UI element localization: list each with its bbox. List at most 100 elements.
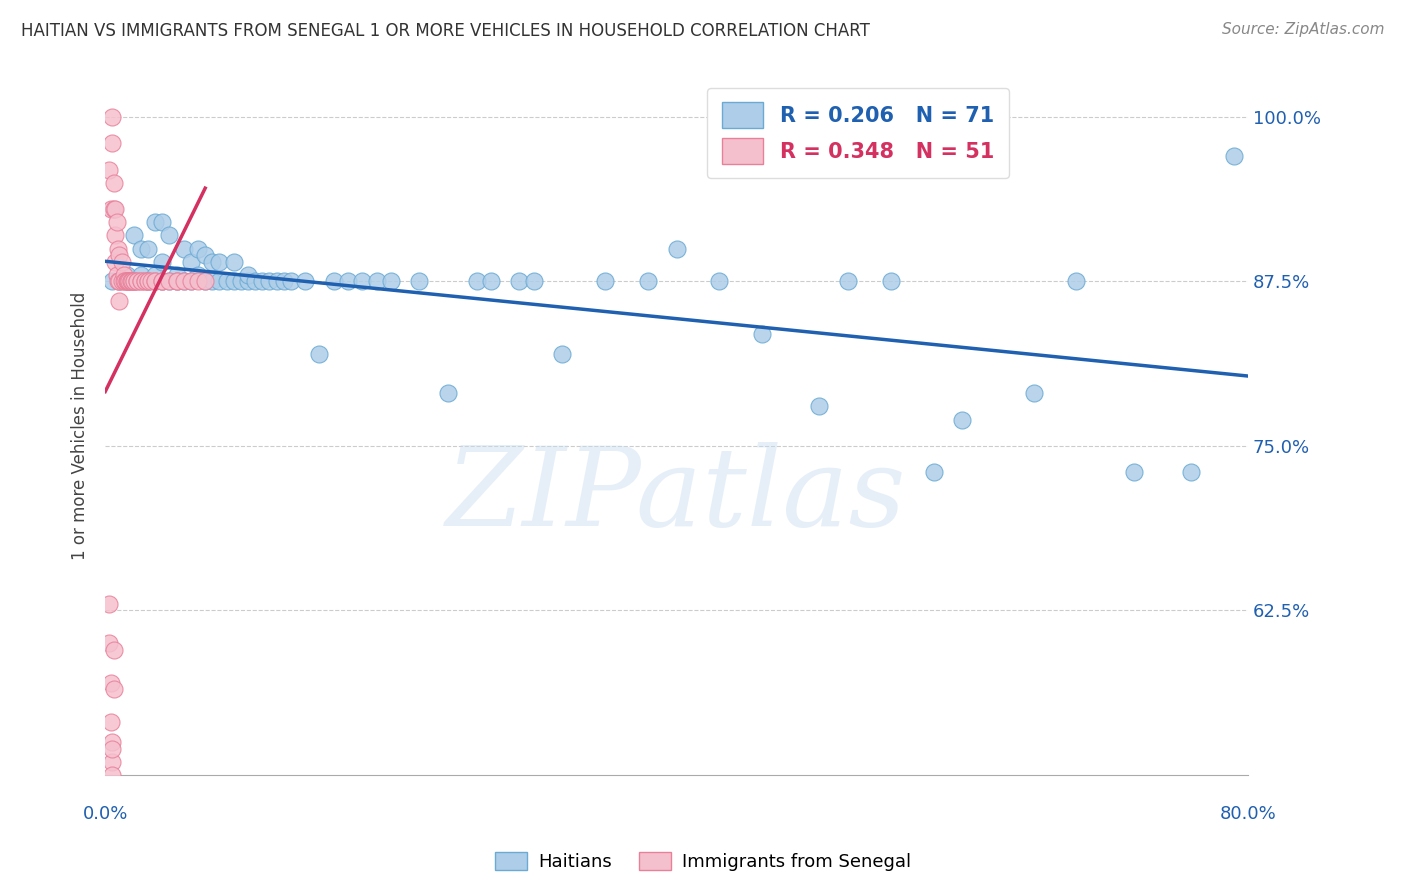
Point [118, 274, 141, 288]
Point [236, 274, 259, 288]
Point [187, 242, 209, 256]
Point [101, 741, 124, 756]
Point [103, 176, 125, 190]
Text: Source: ZipAtlas.com: Source: ZipAtlas.com [1222, 22, 1385, 37]
Point [136, 274, 159, 288]
Point [437, 386, 460, 401]
Point [637, 274, 659, 288]
Point [187, 268, 209, 282]
Point [366, 274, 388, 288]
Point [108, 248, 131, 262]
Point [173, 274, 195, 288]
Point [201, 254, 224, 268]
Point [222, 254, 245, 268]
Point [136, 274, 159, 288]
Point [108, 274, 131, 288]
Point [108, 274, 131, 288]
Point [115, 274, 138, 288]
Point [105, 215, 128, 229]
Point [465, 274, 488, 288]
Point [180, 274, 202, 288]
Point [107, 274, 129, 288]
Point [125, 274, 148, 288]
Point [112, 274, 135, 288]
Point [150, 274, 173, 288]
Point [180, 254, 202, 268]
Point [229, 274, 252, 288]
Point [150, 215, 173, 229]
Point [101, 755, 124, 769]
Point [751, 327, 773, 342]
Point [159, 274, 181, 288]
Point [273, 274, 295, 288]
Point [108, 294, 131, 309]
Text: HAITIAN VS IMMIGRANTS FROM SENEGAL 1 OR MORE VEHICLES IN HOUSEHOLD CORRELATION C: HAITIAN VS IMMIGRANTS FROM SENEGAL 1 OR … [21, 22, 870, 40]
Point [252, 274, 274, 288]
Point [98, 636, 121, 650]
Point [665, 242, 688, 256]
Point [950, 412, 973, 426]
Point [101, 136, 124, 151]
Point [120, 274, 142, 288]
Point [121, 274, 143, 288]
Point [143, 215, 166, 229]
Point [129, 242, 152, 256]
Point [139, 274, 162, 288]
Point [201, 274, 224, 288]
Point [100, 715, 122, 730]
Point [103, 682, 125, 697]
Point [150, 274, 173, 288]
Point [337, 274, 360, 288]
Point [173, 274, 195, 288]
Point [159, 274, 181, 288]
Text: 80.0%: 80.0% [1219, 805, 1277, 823]
Point [150, 254, 173, 268]
Point [194, 274, 217, 288]
Point [103, 202, 125, 216]
Point [104, 254, 127, 268]
Point [98, 162, 121, 177]
Point [208, 274, 231, 288]
Point [107, 242, 129, 256]
Point [122, 274, 145, 288]
Point [129, 274, 152, 288]
Point [187, 274, 209, 288]
Y-axis label: 1 or more Vehicles in Household: 1 or more Vehicles in Household [72, 292, 89, 560]
Point [134, 274, 156, 288]
Point [294, 274, 316, 288]
Point [125, 274, 148, 288]
Point [105, 268, 128, 282]
Point [114, 274, 136, 288]
Point [308, 347, 330, 361]
Point [1022, 386, 1045, 401]
Point [1122, 465, 1144, 479]
Point [143, 274, 166, 288]
Legend: R = 0.206   N = 71, R = 0.348   N = 51: R = 0.206 N = 71, R = 0.348 N = 51 [707, 87, 1010, 178]
Point [551, 347, 574, 361]
Point [166, 274, 188, 288]
Point [352, 274, 374, 288]
Point [134, 274, 156, 288]
Point [122, 228, 145, 243]
Point [111, 274, 134, 288]
Point [101, 735, 124, 749]
Text: 0.0%: 0.0% [83, 805, 128, 823]
Point [280, 274, 302, 288]
Point [508, 274, 530, 288]
Point [180, 274, 202, 288]
Point [1222, 149, 1244, 163]
Point [266, 274, 288, 288]
Point [117, 274, 139, 288]
Point [166, 274, 188, 288]
Point [173, 242, 195, 256]
Point [408, 274, 430, 288]
Point [194, 248, 217, 262]
Point [380, 274, 402, 288]
Point [222, 274, 245, 288]
Point [1180, 465, 1202, 479]
Point [129, 274, 152, 288]
Point [593, 274, 616, 288]
Point [523, 274, 546, 288]
Point [101, 274, 124, 288]
Point [322, 274, 344, 288]
